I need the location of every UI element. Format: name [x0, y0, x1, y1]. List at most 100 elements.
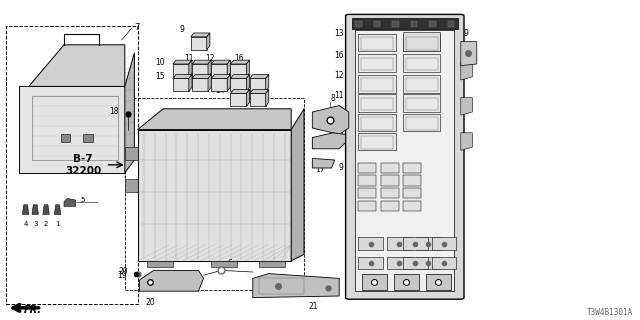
- Polygon shape: [140, 270, 204, 291]
- Polygon shape: [352, 18, 458, 29]
- Text: 18: 18: [109, 108, 118, 116]
- Polygon shape: [208, 60, 211, 77]
- Text: 20: 20: [118, 268, 128, 276]
- Polygon shape: [227, 75, 230, 91]
- Polygon shape: [429, 21, 436, 27]
- Polygon shape: [43, 205, 49, 214]
- Polygon shape: [147, 261, 173, 267]
- Polygon shape: [358, 133, 396, 150]
- Text: 21: 21: [309, 302, 318, 311]
- Polygon shape: [358, 34, 396, 51]
- Text: 2: 2: [44, 221, 48, 227]
- Polygon shape: [392, 21, 399, 27]
- Polygon shape: [394, 274, 419, 290]
- Text: 8: 8: [330, 94, 335, 103]
- Text: 12: 12: [205, 54, 214, 63]
- Polygon shape: [403, 32, 440, 51]
- Polygon shape: [387, 237, 412, 250]
- Polygon shape: [416, 237, 440, 250]
- Polygon shape: [381, 175, 399, 186]
- Polygon shape: [211, 78, 227, 91]
- Polygon shape: [246, 60, 250, 77]
- Polygon shape: [207, 33, 210, 50]
- Polygon shape: [173, 78, 189, 91]
- Text: 15: 15: [334, 111, 344, 120]
- Polygon shape: [403, 94, 440, 112]
- Polygon shape: [189, 75, 192, 91]
- Polygon shape: [403, 237, 428, 250]
- Polygon shape: [358, 188, 376, 198]
- Polygon shape: [358, 114, 396, 131]
- Polygon shape: [208, 75, 211, 91]
- Polygon shape: [461, 42, 477, 66]
- Polygon shape: [461, 98, 472, 115]
- Polygon shape: [403, 34, 440, 51]
- Polygon shape: [192, 78, 208, 91]
- Text: 14: 14: [464, 48, 474, 57]
- Polygon shape: [19, 86, 125, 173]
- Polygon shape: [125, 179, 138, 192]
- Polygon shape: [266, 90, 269, 106]
- Text: 13: 13: [334, 29, 344, 38]
- Polygon shape: [61, 134, 70, 142]
- Text: FR.: FR.: [24, 305, 42, 315]
- Text: 9: 9: [179, 25, 184, 34]
- Polygon shape: [250, 78, 266, 91]
- Polygon shape: [358, 75, 396, 93]
- Text: 15: 15: [156, 72, 165, 81]
- Polygon shape: [403, 175, 421, 186]
- Polygon shape: [250, 93, 266, 106]
- Polygon shape: [29, 45, 125, 86]
- Polygon shape: [211, 64, 227, 77]
- Polygon shape: [230, 78, 246, 91]
- Polygon shape: [192, 60, 211, 64]
- Text: 16: 16: [334, 51, 344, 60]
- Text: 9: 9: [339, 163, 344, 172]
- Polygon shape: [312, 106, 349, 134]
- Polygon shape: [403, 54, 440, 72]
- Text: 11: 11: [334, 91, 344, 100]
- Polygon shape: [461, 133, 472, 150]
- Polygon shape: [83, 134, 93, 142]
- Polygon shape: [266, 75, 269, 91]
- Polygon shape: [416, 257, 440, 269]
- Polygon shape: [230, 75, 250, 78]
- Polygon shape: [432, 237, 456, 250]
- Polygon shape: [403, 75, 440, 93]
- Polygon shape: [125, 53, 134, 173]
- Polygon shape: [358, 237, 383, 250]
- Polygon shape: [253, 274, 339, 298]
- Polygon shape: [461, 62, 472, 80]
- Polygon shape: [125, 147, 138, 160]
- Text: 1: 1: [55, 221, 60, 227]
- Text: 7: 7: [134, 23, 140, 32]
- Text: 9: 9: [257, 86, 262, 95]
- Text: 11: 11: [184, 54, 193, 63]
- Polygon shape: [191, 37, 207, 50]
- Polygon shape: [259, 261, 285, 267]
- Polygon shape: [192, 75, 211, 78]
- Text: 13: 13: [220, 71, 230, 80]
- Text: 3: 3: [33, 221, 38, 227]
- Text: 10: 10: [156, 58, 165, 67]
- Polygon shape: [403, 163, 421, 173]
- Polygon shape: [230, 60, 250, 64]
- Polygon shape: [358, 175, 376, 186]
- Polygon shape: [173, 60, 192, 64]
- Text: 14: 14: [216, 86, 225, 95]
- Polygon shape: [191, 33, 210, 37]
- Polygon shape: [173, 64, 189, 77]
- Polygon shape: [374, 21, 380, 27]
- Polygon shape: [192, 64, 208, 77]
- Polygon shape: [230, 93, 246, 106]
- Polygon shape: [381, 201, 399, 211]
- Polygon shape: [358, 201, 376, 211]
- Polygon shape: [358, 163, 376, 173]
- Polygon shape: [426, 274, 451, 290]
- Polygon shape: [54, 205, 61, 214]
- Text: T3W4B1301A: T3W4B1301A: [588, 308, 634, 317]
- Polygon shape: [448, 21, 454, 27]
- Polygon shape: [211, 75, 230, 78]
- Polygon shape: [189, 60, 192, 77]
- Polygon shape: [230, 90, 250, 93]
